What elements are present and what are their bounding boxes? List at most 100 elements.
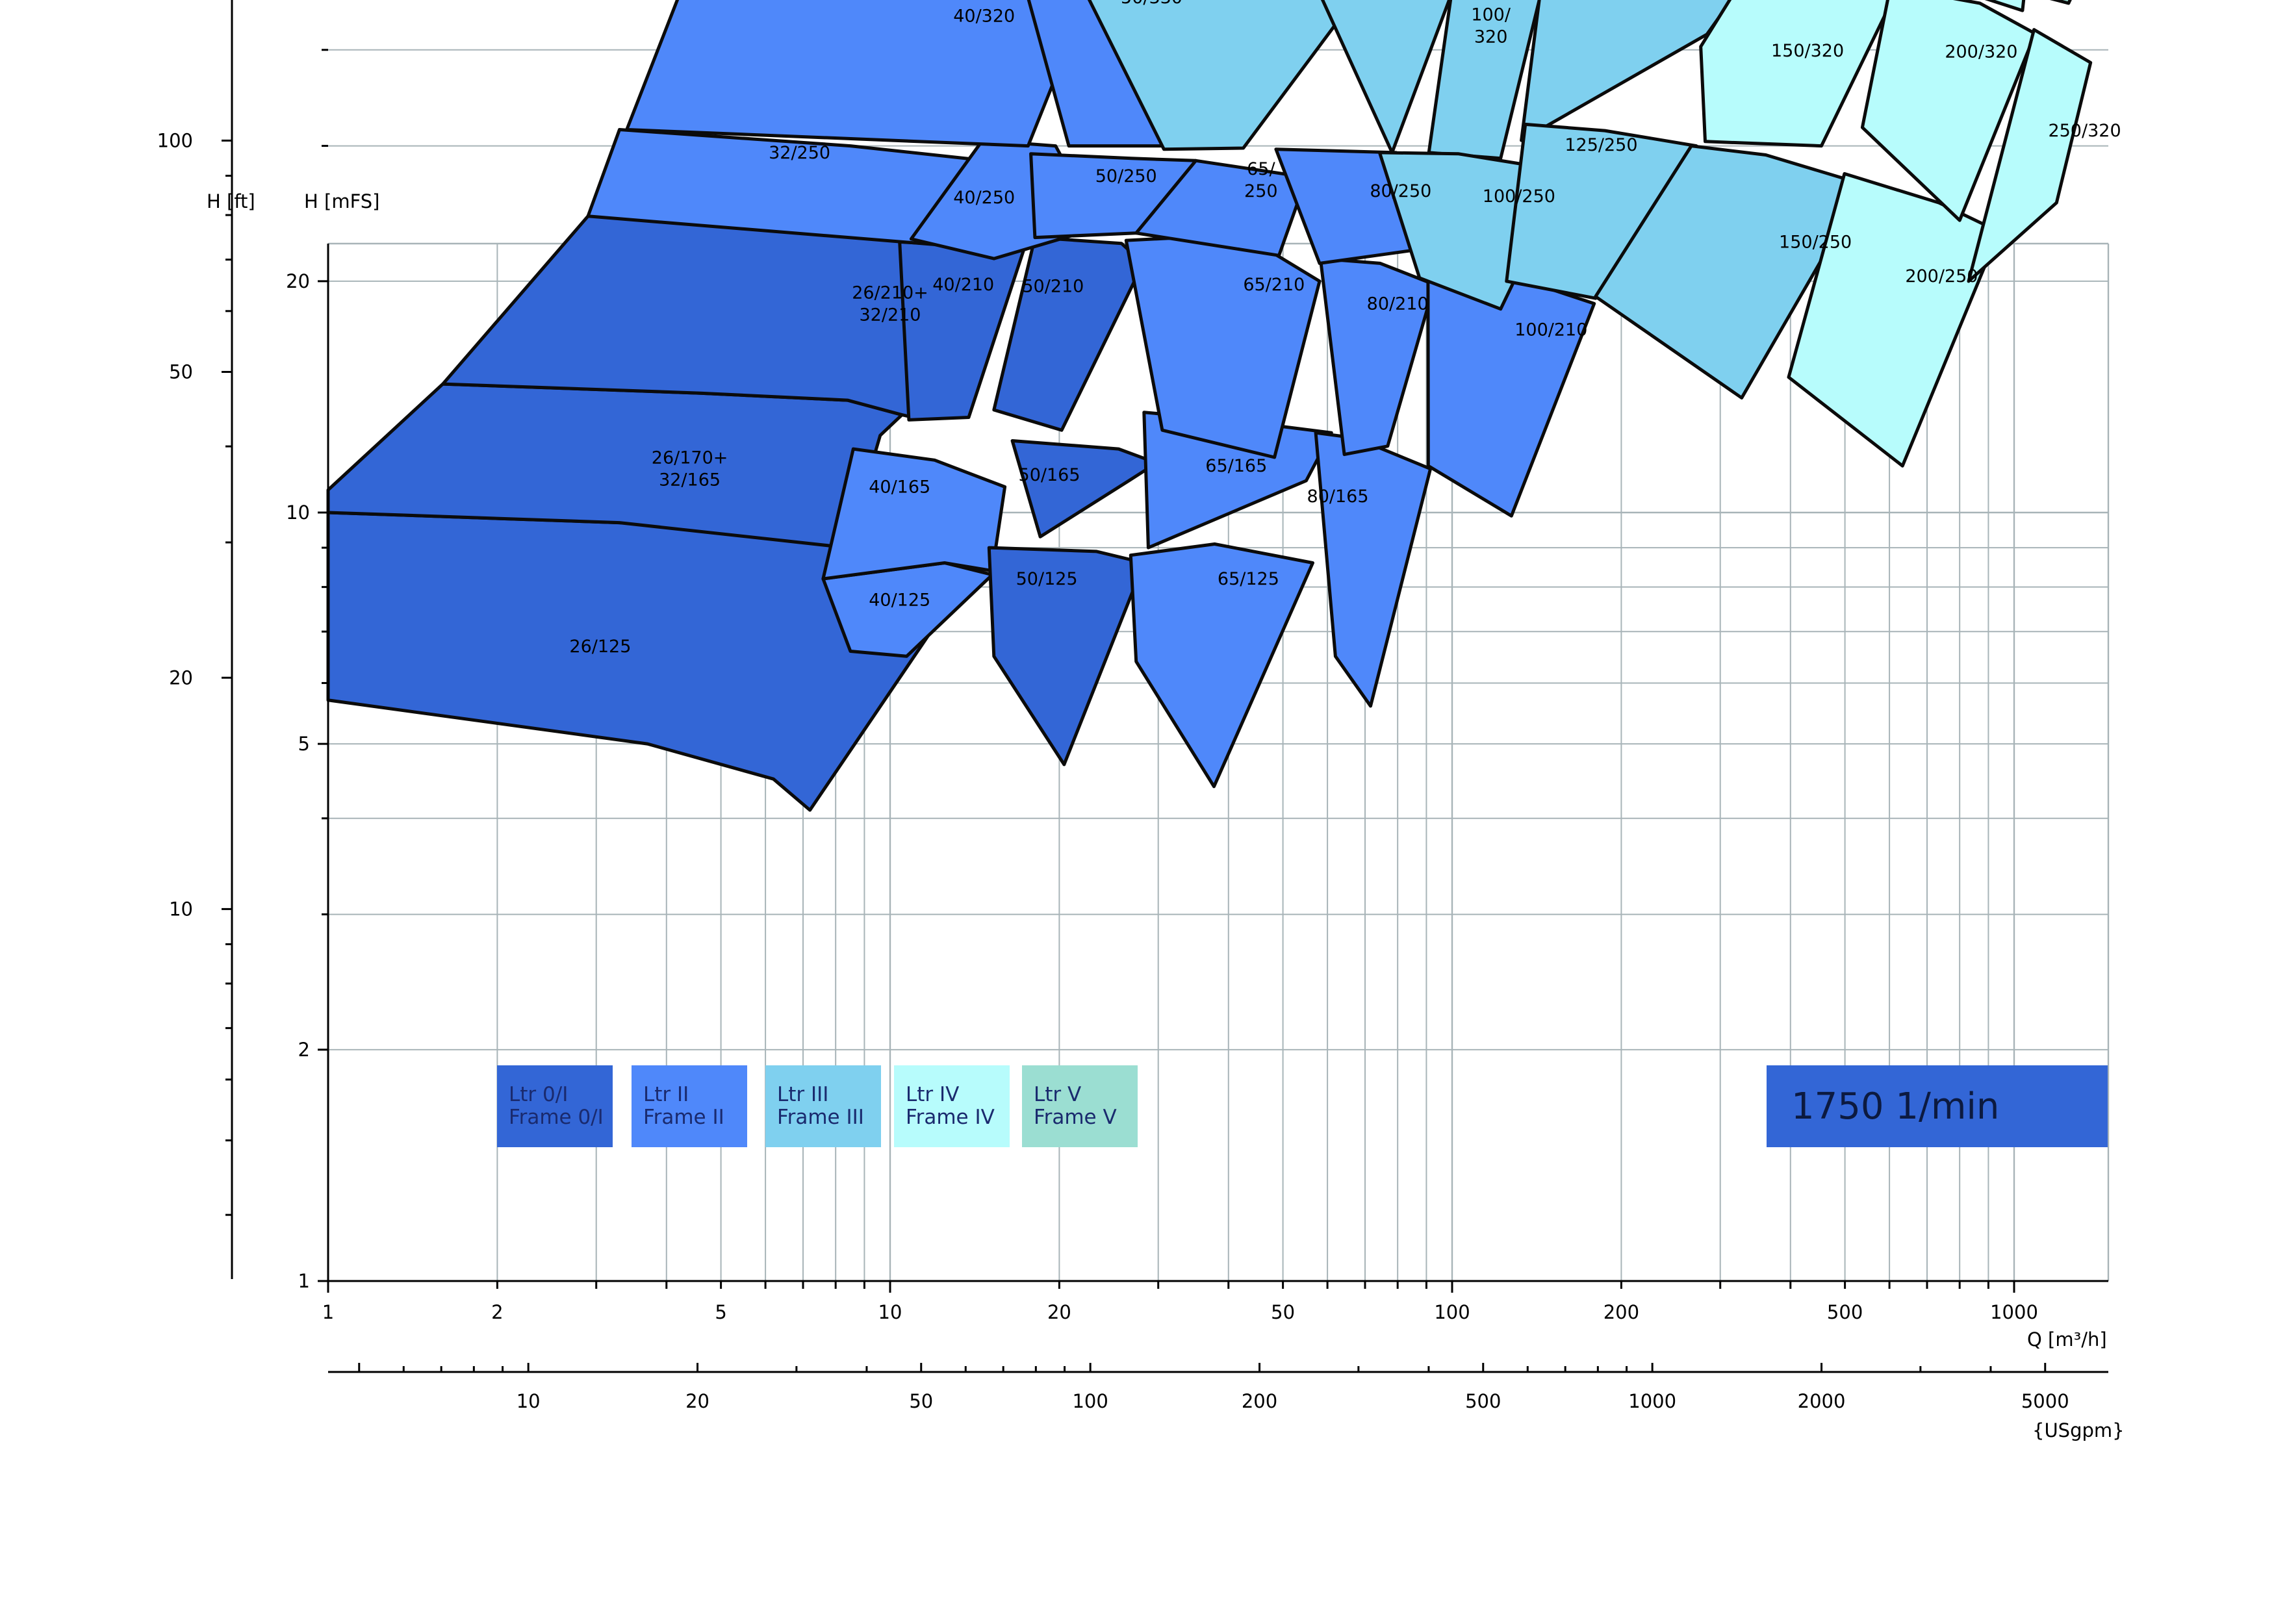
speed-badge-background bbox=[1767, 1065, 2108, 1147]
pump-region-label: 250/320 bbox=[2048, 121, 2121, 141]
pump-region-80-210 bbox=[1318, 257, 1437, 457]
legend-label-line1: Ltr 0/I bbox=[509, 1083, 568, 1106]
speed-badge-label: 1750 1/min bbox=[1791, 1085, 1999, 1128]
pump-region-label-line: 50/210 bbox=[1022, 277, 1084, 297]
legend-label-line2: Frame II bbox=[643, 1106, 724, 1129]
y-axis-title-m: H [mFS] bbox=[304, 190, 379, 212]
x-tick-label: 2 bbox=[491, 1301, 503, 1323]
pump-region-label: 50/125 bbox=[1016, 569, 1078, 589]
pump-region-label-line: 80/250 bbox=[1370, 181, 1431, 201]
pump-region-label: 50/330 bbox=[1121, 0, 1182, 8]
legend-label-line1: Ltr V bbox=[1034, 1083, 1081, 1106]
pump-region-label: 65/250 bbox=[1244, 159, 1278, 201]
pump-region-50-125 bbox=[987, 546, 1146, 767]
pump-region-80-165 bbox=[1314, 431, 1433, 708]
axes: 1 2 5 10 20 50 100 200 500 1000 1 2 5 10 20 50 100 10 20 50… bbox=[157, 0, 2108, 1412]
pump-region-40-165 bbox=[821, 447, 1007, 581]
pump-region-label-line: 26/125 bbox=[569, 637, 631, 657]
legend-label-line1: Ltr IV bbox=[906, 1083, 959, 1106]
usgpm-tick-label: 20 bbox=[685, 1390, 709, 1412]
pump-region-label-line: 320 bbox=[1474, 27, 1508, 47]
pump-region-label-line: 26/170+ bbox=[652, 448, 728, 468]
usgpm-tick-label: 10 bbox=[517, 1390, 541, 1412]
pump-region-label-line: 200/250 bbox=[1905, 266, 1978, 286]
pump-region-100-210 bbox=[1426, 273, 1596, 518]
pump-region-label: 40/165 bbox=[869, 477, 930, 497]
x-axis-title-m3h: Q [m³/h] bbox=[2027, 1328, 2107, 1351]
legend-label-line2: Frame 0/I bbox=[509, 1106, 604, 1129]
pump-region-label-line: 40/165 bbox=[869, 477, 930, 497]
pump-region-65-250 bbox=[1134, 159, 1309, 257]
pump-region-100-320 bbox=[1427, 0, 1541, 160]
x-tick-label: 500 bbox=[1827, 1301, 1863, 1323]
pump-region-label-line: 50/250 bbox=[1095, 166, 1157, 186]
pump-region-40-320 bbox=[625, 0, 1088, 148]
usgpm-tick-label: 1000 bbox=[1628, 1390, 1676, 1412]
pump-region-label-line: 80/320 bbox=[1379, 0, 1440, 3]
pump-region-label-line: 65/210 bbox=[1243, 275, 1305, 295]
legend-swatch bbox=[497, 1065, 613, 1147]
x-tick-label: 1 bbox=[322, 1301, 334, 1323]
pump-region-label-line: 40/320 bbox=[953, 6, 1015, 26]
pump-regions bbox=[326, 0, 2093, 812]
legend-swatch bbox=[765, 1065, 881, 1147]
pump-region-label-line: 80/210 bbox=[1367, 294, 1429, 314]
pump-region-label: 100/250 bbox=[1483, 186, 1555, 207]
usgpm-tick-label: 5000 bbox=[2021, 1390, 2069, 1412]
x-tick-label: 5 bbox=[715, 1301, 726, 1323]
legend-swatch bbox=[1022, 1065, 1138, 1147]
pump-region-label: 80/165 bbox=[1307, 487, 1369, 507]
pump-region-label: 32/250 bbox=[769, 143, 830, 163]
pump-region-label: 200/250 bbox=[1905, 266, 1978, 286]
pump-region-label-line: 100/210 bbox=[1514, 320, 1587, 340]
pump-region-label-line: 65/165 bbox=[1205, 456, 1267, 476]
pump-region-label: 150/250 bbox=[1779, 232, 1852, 252]
y-tick-label: 5 bbox=[298, 733, 310, 755]
pump-region-65-320 bbox=[1087, 0, 1356, 151]
pump-region-250-400 bbox=[2049, 0, 2072, 5]
pump-region-label-line: 65/ bbox=[1247, 159, 1275, 179]
pump-region-label-line: 50/330 bbox=[1121, 0, 1182, 8]
ft-tick-label: 10 bbox=[169, 898, 193, 920]
pump-region-80-320 bbox=[1320, 0, 1451, 155]
usgpm-tick-label: 2000 bbox=[1798, 1390, 1846, 1412]
y-tick-label: 2 bbox=[298, 1039, 310, 1061]
pump-region-150-320 bbox=[1699, 0, 1895, 148]
pump-region-label-line: 125/250 bbox=[1565, 135, 1637, 155]
pump-region-label-line: 50/165 bbox=[1019, 465, 1080, 485]
pump-region-label-line: 40/210 bbox=[932, 275, 994, 295]
pump-region-label-line: 40/125 bbox=[869, 590, 930, 610]
pump-region-label-line: 65/125 bbox=[1218, 569, 1279, 589]
pump-region-label: 65/125 bbox=[1218, 569, 1279, 589]
pump-region-label: 100/210 bbox=[1514, 320, 1587, 340]
legend-label-line2: Frame III bbox=[777, 1106, 864, 1129]
pump-region-label-line: 150/320 bbox=[1771, 41, 1844, 61]
pump-region-label: 50/250 bbox=[1095, 166, 1157, 186]
ft-tick-label: 50 bbox=[169, 361, 193, 383]
pump-region-label-line: 100/250 bbox=[1483, 186, 1555, 207]
pump-region-label-line: 40/250 bbox=[953, 188, 1015, 208]
legend-label-line1: Ltr III bbox=[777, 1083, 828, 1106]
pump-region-label-line: 125/320 bbox=[1600, 0, 1673, 1]
legend-swatch bbox=[632, 1065, 747, 1147]
pump-region-label-line: 80/165 bbox=[1307, 487, 1369, 507]
pump-region-label: 65/165 bbox=[1205, 456, 1267, 476]
pump-region-label: 50/210 bbox=[1022, 277, 1084, 297]
pump-region-200-250 bbox=[1787, 171, 2001, 468]
pump-region-200-400 bbox=[1984, 0, 2026, 12]
pump-region-label: 80/320 bbox=[1379, 0, 1440, 3]
pump-region-label-line: 250 bbox=[1244, 181, 1278, 201]
pump-region-150-250 bbox=[1594, 144, 1867, 400]
pump-region-label: 40/210 bbox=[932, 275, 994, 295]
pump-region-label-line: 32/165 bbox=[659, 470, 721, 490]
pump-region-label-line: 50/125 bbox=[1016, 569, 1078, 589]
pump-region-label: 40/320 bbox=[953, 6, 1015, 26]
pump-region-50-165 bbox=[1010, 439, 1158, 539]
x-axis-title-usgpm: {USgpm} bbox=[2032, 1419, 2125, 1441]
usgpm-tick-label: 100 bbox=[1072, 1390, 1108, 1412]
